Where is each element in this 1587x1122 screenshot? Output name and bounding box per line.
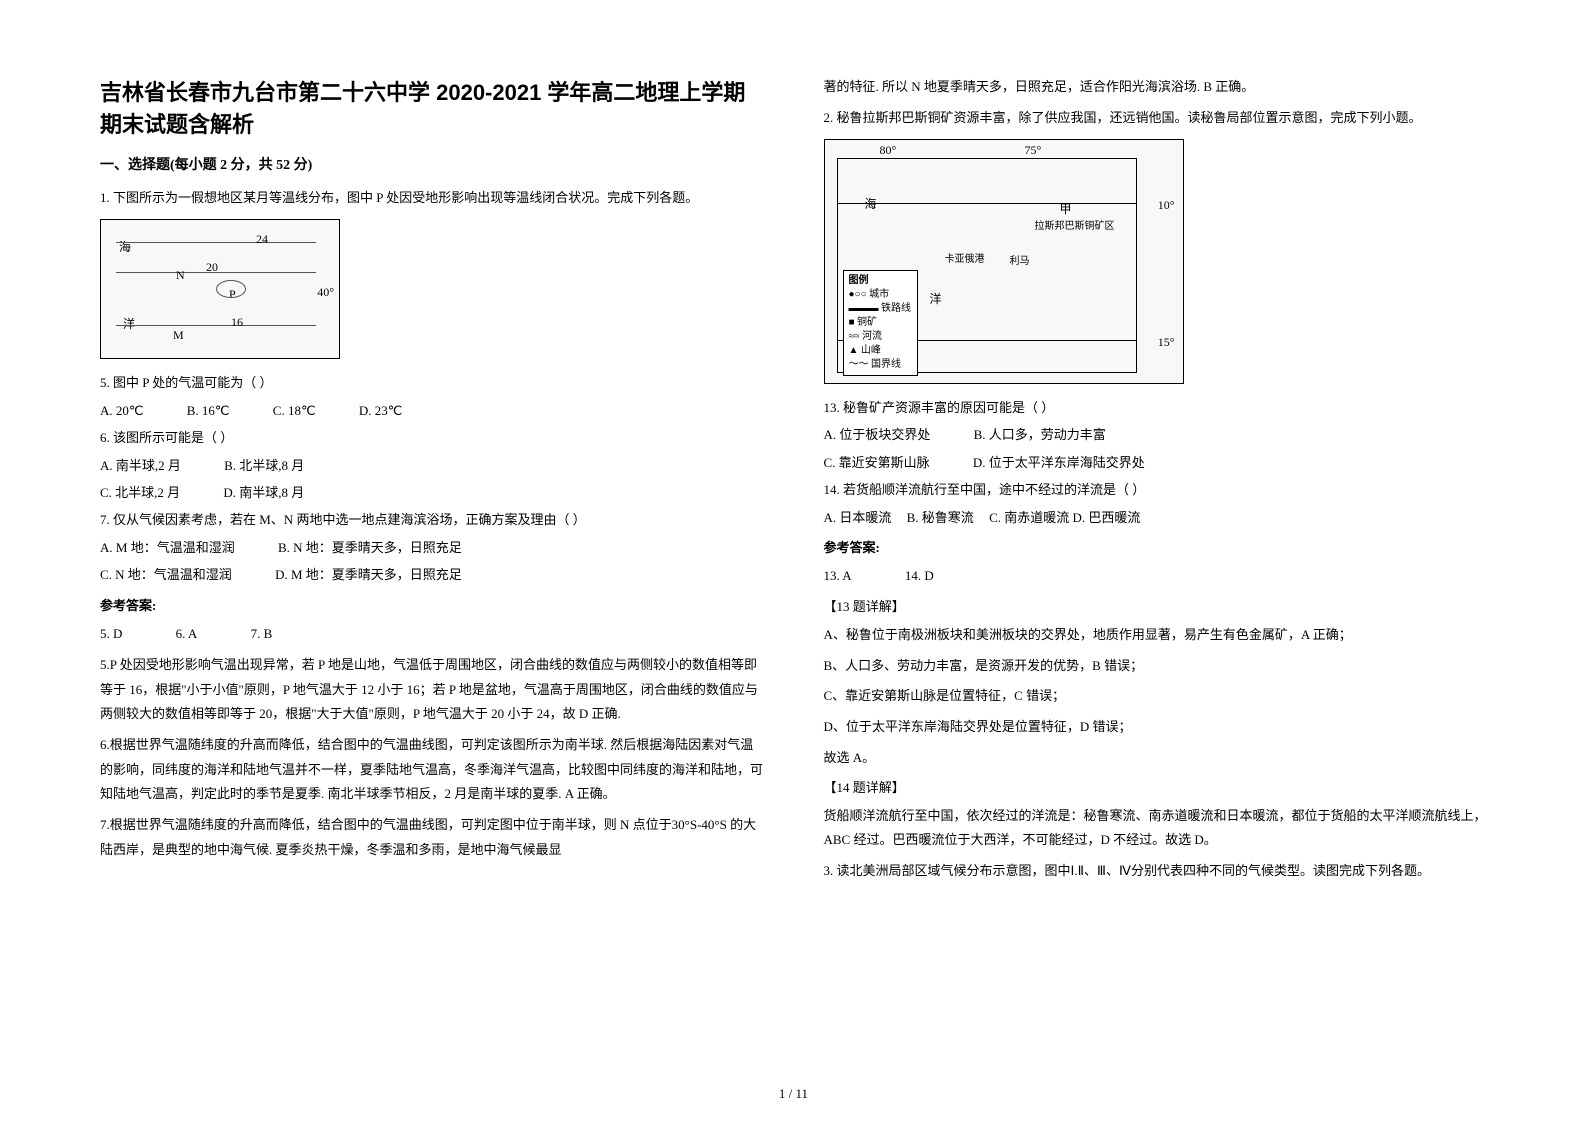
q5-text: 5. 图中 P 处的气温可能为（ ） (100, 371, 764, 394)
fig1-iso20-label: 20 (206, 260, 218, 275)
fig1-point-m: M (173, 328, 184, 343)
legend-river: ≈≈ 河流 (849, 330, 912, 344)
q5-opt-d: D. 23℃ (359, 399, 403, 422)
q3-stem: 3. 读北美洲局部区域气候分布示意图，图中Ⅰ.Ⅱ、Ⅲ、Ⅳ分别代表四种不同的气候类… (824, 859, 1488, 882)
answer-label-2: 参考答案: (824, 537, 1488, 556)
fig2-lat10: 10° (1158, 198, 1175, 213)
ans-6: 6. A (176, 622, 198, 645)
answer-label-1: 参考答案: (100, 595, 764, 614)
figure-2: 80° 75° 10° 15° 海 洋 甲 拉斯邦巴斯铜矿区 卡亚俄港 利马 图… (824, 139, 1184, 384)
q13-opt-d: D. 位于太平洋东岸海陆交界处 (973, 451, 1145, 474)
exp13-b: B、人口多、劳动力丰富，是资源开发的优势，B 错误； (824, 654, 1488, 679)
q7-options-row2: C. N 地：气温温和湿润 D. M 地：夏季晴天多，日照充足 (100, 563, 764, 586)
q6-options-row2: C. 北半球,2 月 D. 南半球,8 月 (100, 481, 764, 504)
q7-text: 7. 仅从气候因素考虑，若在 M、N 两地中选一地点建海滨浴场，正确方案及理由（… (100, 508, 764, 531)
q6-opt-d: D. 南半球,8 月 (223, 481, 304, 504)
q7-opt-d: D. M 地：夏季晴天多，日照充足 (275, 563, 462, 586)
page-container: 吉林省长春市九台市第二十六中学 2020-2021 学年高二地理上学期期末试题含… (0, 0, 1587, 930)
q2-stem: 2. 秘鲁拉斯邦巴斯铜矿资源丰富，除了供应我国，还远销他国。读秘鲁局部位置示意图… (824, 106, 1488, 129)
q13-text: 13. 秘鲁矿产资源丰富的原因可能是（ ） (824, 396, 1488, 419)
q7-options-row1: A. M 地：气温温和湿润 B. N 地：夏季晴天多，日照充足 (100, 536, 764, 559)
q13-options-row2: C. 靠近安第斯山脉 D. 位于太平洋东岸海陆交界处 (824, 451, 1488, 474)
q7-opt-c: C. N 地：气温温和湿润 (100, 563, 232, 586)
legend-border: ～～ 国界线 (849, 358, 912, 372)
q14-options: A. 日本暖流 B. 秘鲁寒流 C. 南赤道暖流 D. 巴西暖流 (824, 506, 1488, 529)
q14-opt-d: D. 巴西暖流 (1072, 506, 1140, 529)
q6-opt-b: B. 北半球,8 月 (224, 454, 304, 477)
ans-5: 5. D (100, 622, 122, 645)
legend-title: 图例 (849, 274, 912, 288)
fig2-lat10-line (837, 203, 1137, 204)
q14-opt-b: B. 秘鲁寒流 (907, 506, 974, 529)
exp-7: 7.根据世界气温随纬度的升高而降低，结合图中的气温曲线图，可判定图中位于南半球，… (100, 813, 764, 862)
exp-7-cont: 著的特征. 所以 N 地夏季晴天多，日照充足，适合作阳光海滨浴场. B 正确。 (824, 75, 1488, 100)
page-number: 1 / 11 (0, 1086, 1587, 1102)
exp13-a: A、秘鲁位于南极洲板块和美洲板块的交界处，地质作用显著，易产生有色金属矿，A 正… (824, 623, 1488, 648)
q13-opt-b: B. 人口多，劳动力丰富 (974, 423, 1106, 446)
exp13-label: 【13 题详解】 (824, 595, 1488, 618)
fig1-iso24-label: 24 (256, 232, 268, 247)
fig1-iso16-label: 16 (231, 315, 243, 330)
exp14: 货船顺洋流航行至中国，依次经过的洋流是：秘鲁寒流、南赤道暖流和日本暖流，都位于货… (824, 804, 1488, 853)
q13-opt-a: A. 位于板块交界处 (824, 423, 931, 446)
q14-opt-a: A. 日本暖流 (824, 506, 892, 529)
legend-mine: ■ 铜矿 (849, 316, 912, 330)
q13-opt-c: C. 靠近安第斯山脉 (824, 451, 930, 474)
q14-text: 14. 若货船顺洋流航行至中国，途中不经过的洋流是（ ） (824, 478, 1488, 501)
fig2-lon80: 80° (880, 143, 897, 158)
legend-city: ●○○ 城市 (849, 288, 912, 302)
legend-rail: ▬▬▬ 铁路线 (849, 302, 912, 316)
q6-text: 6. 该图所示可能是（ ） (100, 426, 764, 449)
fig2-lat15: 15° (1158, 335, 1175, 350)
exp13-conclusion: 故选 A。 (824, 746, 1488, 771)
legend-peak: ▲ 山峰 (849, 344, 912, 358)
left-column: 吉林省长春市九台市第二十六中学 2020-2021 学年高二地理上学期期末试题含… (100, 75, 764, 890)
q5-opt-c: C. 18℃ (273, 399, 316, 422)
q1-stem: 1. 下图所示为一假想地区某月等温线分布，图中 P 处因受地形影响出现等温线闭合… (100, 186, 764, 209)
section-header: 一、选择题(每小题 2 分，共 52 分) (100, 154, 764, 174)
right-column: 著的特征. 所以 N 地夏季晴天多，日照充足，适合作阳光海滨浴场. B 正确。 … (824, 75, 1488, 890)
document-title: 吉林省长春市九台市第二十六中学 2020-2021 学年高二地理上学期期末试题含… (100, 75, 764, 139)
ans-13: 13. A (824, 564, 852, 587)
q7-opt-b: B. N 地：夏季晴天多，日照充足 (278, 536, 462, 559)
q6-opt-a: A. 南半球,2 月 (100, 454, 181, 477)
exp14-label: 【14 题详解】 (824, 776, 1488, 799)
q5-opt-b: B. 16℃ (187, 399, 230, 422)
exp-5: 5.P 处因受地形影响气温出现异常，若 P 地是山地，气温低于周围地区，闭合曲线… (100, 653, 764, 727)
exp13-d: D、位于太平洋东岸海陆交界处是位置特征，D 错误； (824, 715, 1488, 740)
fig1-sea-label: 海 (119, 238, 131, 255)
fig1-isotherm-16 (116, 325, 316, 326)
q6-opt-c: C. 北半球,2 月 (100, 481, 180, 504)
q5-opt-a: A. 20℃ (100, 399, 144, 422)
fig1-point-n: N (176, 268, 185, 283)
q7-opt-a: A. M 地：气温温和湿润 (100, 536, 235, 559)
q13-options-row1: A. 位于板块交界处 B. 人口多，劳动力丰富 (824, 423, 1488, 446)
q5-options: A. 20℃ B. 16℃ C. 18℃ D. 23℃ (100, 399, 764, 422)
fig1-lat-label: 40° (317, 285, 334, 300)
q14-opt-c: C. 南赤道暖流 (989, 506, 1069, 529)
ans-7: 7. B (251, 622, 273, 645)
fig1-isotherm-24 (116, 242, 316, 243)
fig1-closed-isoline (216, 280, 246, 298)
fig2-legend: 图例 ●○○ 城市 ▬▬▬ 铁路线 ■ 铜矿 ≈≈ 河流 ▲ 山峰 ～～ 国界线 (843, 270, 918, 376)
exp13-c: C、靠近安第斯山脉是位置特征，C 错误； (824, 684, 1488, 709)
fig2-lon75: 75° (1025, 143, 1042, 158)
q6-options-row1: A. 南半球,2 月 B. 北半球,8 月 (100, 454, 764, 477)
figure-1: 海 洋 40° 24 20 16 N P M (100, 219, 340, 359)
exp-6: 6.根据世界气温随纬度的升高而降低，结合图中的气温曲线图，可判定该图所示为南半球… (100, 733, 764, 807)
answers-set-2: 13. A 14. D (824, 564, 1488, 587)
answers-set-1: 5. D 6. A 7. B (100, 622, 764, 645)
ans-14: 14. D (905, 564, 934, 587)
fig1-ocean-label: 洋 (123, 315, 135, 332)
